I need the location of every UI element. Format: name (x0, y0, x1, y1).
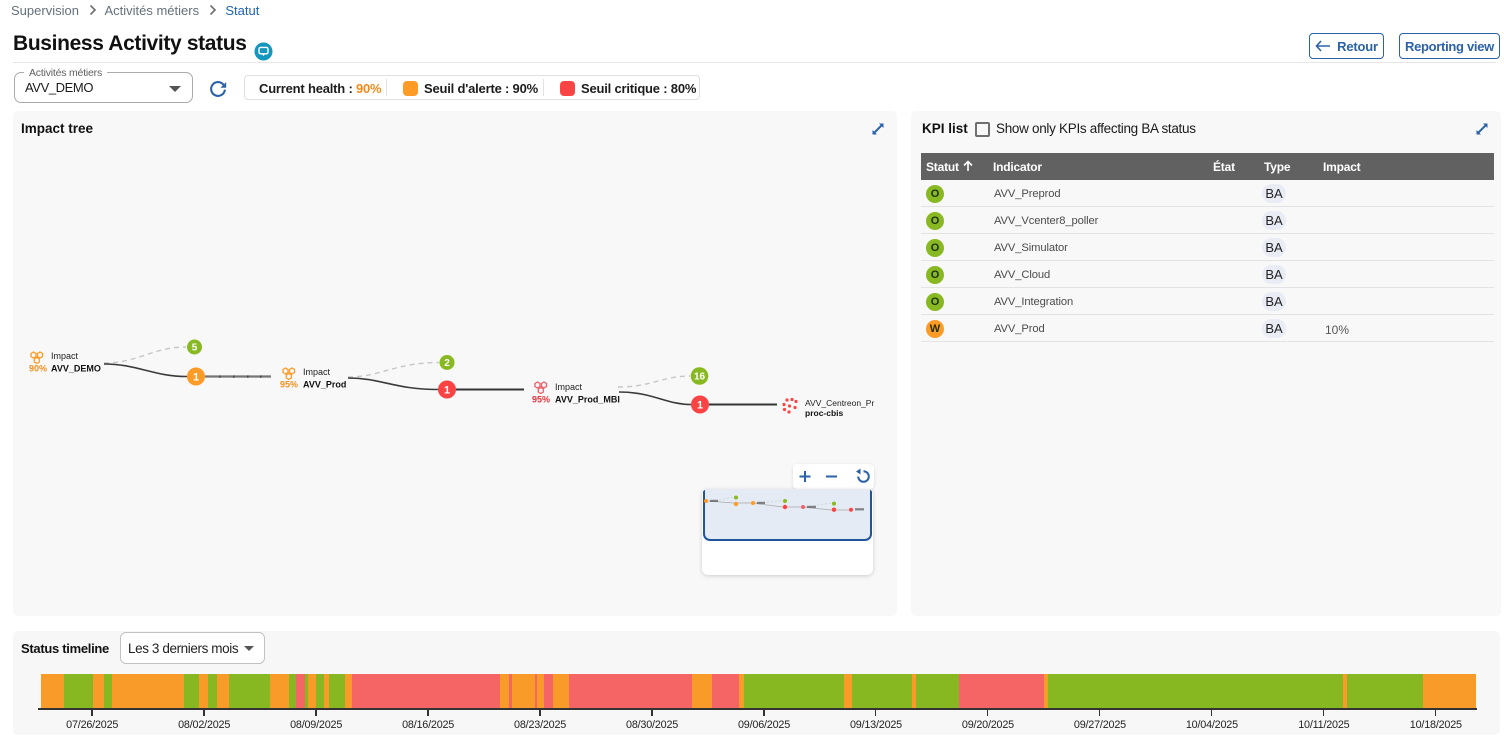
svg-text:5: 5 (192, 343, 198, 354)
svg-text:AVV_Centreon_Pr: AVV_Centreon_Pr (805, 398, 874, 408)
svg-text:Impact: Impact (555, 382, 583, 392)
svg-text:Impact: Impact (303, 367, 331, 377)
svg-text:2: 2 (444, 358, 450, 369)
svg-text:1: 1 (444, 385, 450, 397)
svg-text:AVV_DEMO: AVV_DEMO (51, 364, 101, 374)
svg-text:AVV_Prod_MBI: AVV_Prod_MBI (555, 395, 620, 405)
svg-text:16: 16 (694, 372, 706, 383)
svg-text:1: 1 (697, 400, 703, 412)
svg-text:proc-cbis: proc-cbis (805, 408, 844, 418)
svg-text:Impact: Impact (51, 351, 79, 361)
svg-text:95%: 95% (280, 380, 298, 390)
svg-text:90%: 90% (29, 364, 47, 374)
svg-text:AVV_Prod: AVV_Prod (303, 380, 346, 390)
svg-text:1: 1 (193, 372, 199, 384)
svg-text:95%: 95% (532, 395, 550, 405)
